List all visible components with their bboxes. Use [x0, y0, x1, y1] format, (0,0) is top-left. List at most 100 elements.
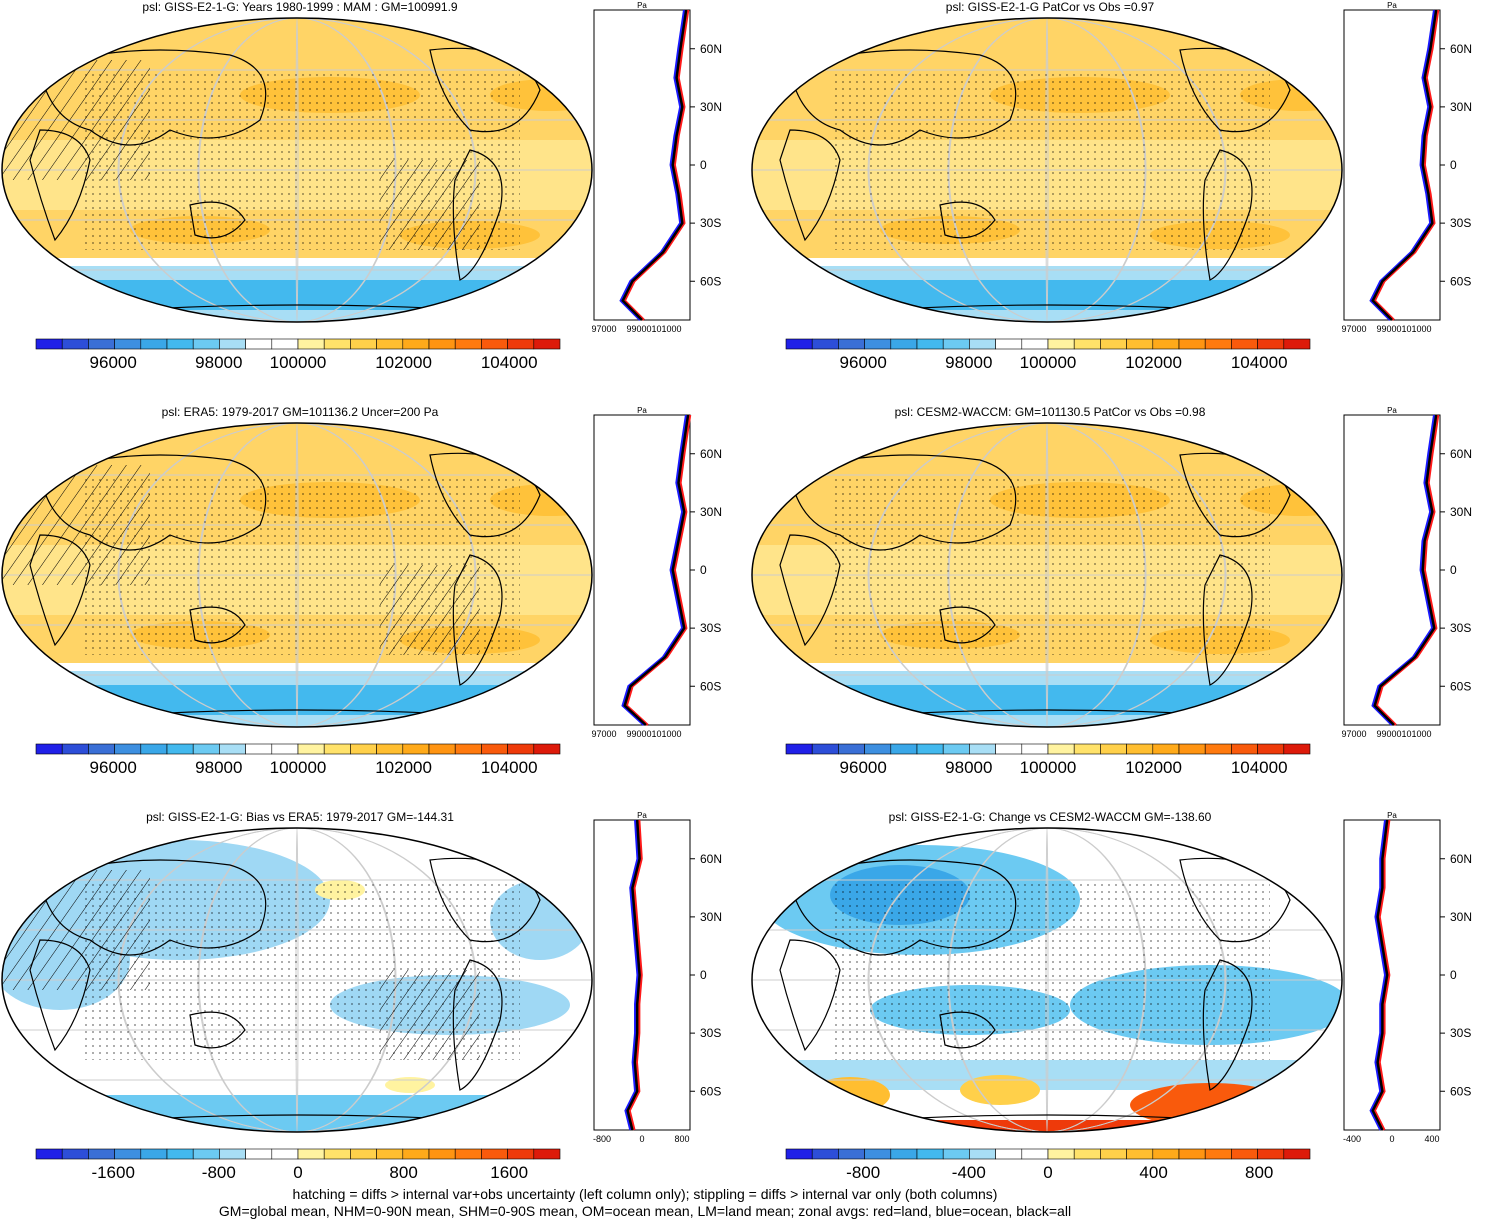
- lat-label: 0: [700, 158, 707, 172]
- colorbar-labels: 96000 98000 100000 102000 104000: [784, 353, 1312, 375]
- colorbar-swatch: [942, 743, 970, 755]
- zonal-frame: [1343, 819, 1441, 1131]
- colorbar-label: 102000: [1125, 353, 1182, 372]
- colorbar-swatch: [454, 743, 482, 755]
- colorbar-label: 104000: [1230, 353, 1288, 372]
- coastline: [29, 129, 91, 242]
- hatching: [380, 565, 480, 655]
- map-border: [1, 422, 593, 728]
- colorbar-swatch: [35, 338, 63, 350]
- colorbar-swatch: [533, 743, 561, 755]
- zonal-unit: Pa: [637, 407, 647, 415]
- colorbar-swatch: [350, 1148, 377, 1160]
- zonal-line-all: [623, 414, 690, 726]
- lat-label: 60N: [700, 447, 722, 461]
- colorbar: [35, 743, 561, 755]
- zonal-xtick-label: -800: [593, 1134, 611, 1144]
- map-plot: [751, 422, 1343, 728]
- coastline: [1202, 149, 1253, 281]
- coastline: [789, 859, 1017, 956]
- colorbar: [785, 338, 1311, 350]
- zonal-line-ocean: [621, 414, 688, 726]
- zonal-xtick-label: 99000101000: [626, 324, 681, 334]
- zonal-line-ocean: [624, 819, 639, 1131]
- coastline: [29, 939, 91, 1052]
- colorbar-swatch: [481, 1148, 508, 1160]
- colorbar-swatch: [785, 1148, 813, 1160]
- colorbar-swatch: [1204, 338, 1232, 350]
- zonal-xtick-label: 99000101000: [1376, 729, 1431, 739]
- colorbar-swatch: [428, 743, 456, 755]
- colorbar-swatch: [192, 1148, 220, 1160]
- zonal-line-land: [623, 9, 690, 321]
- colorbar-swatch: [1047, 338, 1075, 350]
- colorbar-swatch: [1047, 743, 1075, 755]
- colorbar-swatch: [114, 743, 142, 755]
- panel-title: psl: GISS-E2-1-G: Change vs CESM2-WACCM …: [888, 810, 1212, 824]
- colorbar-swatch: [507, 1148, 535, 1160]
- colorbar-swatch: [785, 743, 813, 755]
- colorbar-swatch: [811, 1148, 839, 1160]
- colorbar-swatch: [323, 1148, 351, 1160]
- colorbar-swatch: [1283, 1148, 1311, 1160]
- colorbar-swatch: [454, 338, 482, 350]
- map-border: [751, 422, 1343, 728]
- colorbar-label: 100000: [269, 758, 327, 777]
- lat-label: 30N: [700, 505, 722, 519]
- coastline: [779, 939, 841, 1052]
- map-plot: [1, 827, 593, 1133]
- colorbar-swatch: [942, 338, 970, 350]
- colorbar-swatch: [1021, 1148, 1049, 1160]
- colorbar-swatch: [35, 1148, 63, 1160]
- colorbar-swatch: [995, 338, 1023, 350]
- lat-label: 30N: [1450, 910, 1472, 924]
- colorbar-label: 102000: [1125, 758, 1182, 777]
- colorbar-label: -800: [201, 1163, 236, 1182]
- colorbar-swatch: [271, 338, 299, 350]
- coastline: [779, 129, 841, 242]
- map-plot: [751, 17, 1343, 323]
- zonal-mean-plot: Pa 60N 30N 0 30S 60S -800 0 800: [593, 812, 722, 1144]
- colorbar-swatch: [1100, 743, 1127, 755]
- colorbar-swatch: [1231, 338, 1258, 350]
- colorbar-swatch: [323, 743, 351, 755]
- zonal-mean-plot: Pa 60N 30N 0 30S 60S 97000 99000101000: [1342, 407, 1472, 739]
- colorbar-swatch: [166, 1148, 194, 1160]
- hatching: [2, 465, 150, 585]
- lat-label: 0: [1450, 563, 1457, 577]
- colorbar-swatch: [402, 743, 430, 755]
- colorbar-swatch: [376, 338, 404, 350]
- colorbar-swatch: [166, 338, 194, 350]
- coastline: [39, 454, 267, 551]
- colorbar-label: 102000: [375, 758, 432, 777]
- zonal-mean-plot: Pa 60N 30N 0 30S 60S -400 0 400: [1343, 812, 1472, 1144]
- lat-label: 60N: [700, 852, 722, 866]
- lat-label: 60S: [1450, 274, 1471, 288]
- colorbar-swatch: [376, 743, 404, 755]
- colorbar-swatch: [88, 743, 115, 755]
- panel-title: psl: CESM2-WACCM: GM=101130.5 PatCor vs …: [894, 405, 1206, 419]
- colorbar-swatch: [1047, 1148, 1075, 1160]
- lat-label: 30S: [700, 216, 721, 230]
- stippling: [830, 475, 1270, 655]
- colorbar-swatch: [507, 743, 535, 755]
- zonal-line-all: [1373, 414, 1438, 726]
- colorbar-swatch: [1283, 743, 1311, 755]
- hatching: [380, 160, 480, 250]
- coastline: [789, 454, 1017, 551]
- field-band-white: [752, 663, 1342, 671]
- colorbar-swatch: [88, 338, 115, 350]
- colorbar-swatch: [140, 338, 168, 350]
- colorbar-swatch: [1204, 1148, 1232, 1160]
- colorbar-swatch: [916, 338, 944, 350]
- coastline: [452, 959, 503, 1091]
- colorbar-label: 0: [1043, 1163, 1053, 1182]
- colorbar-swatch: [1257, 743, 1285, 755]
- colorbar-label: 104000: [480, 758, 538, 777]
- colorbar-swatch: [140, 1148, 168, 1160]
- lat-label: 30S: [1450, 1026, 1471, 1040]
- colorbar-label: 100000: [1019, 758, 1077, 777]
- colorbar-swatch: [916, 743, 944, 755]
- colorbar-label: -800: [846, 1163, 881, 1182]
- colorbar-swatch: [297, 338, 325, 350]
